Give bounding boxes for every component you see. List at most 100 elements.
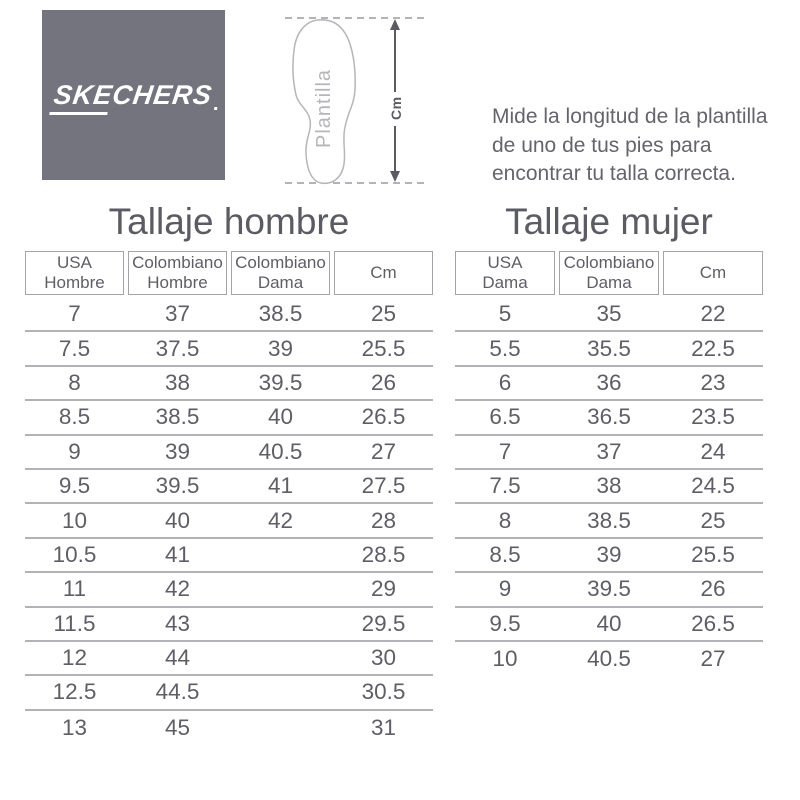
table-row: 7 37 38.5 25 xyxy=(25,298,433,333)
table-cell: 27 xyxy=(700,646,726,672)
cm-label: Cm xyxy=(388,96,404,120)
table-cell: 24.5 xyxy=(691,473,735,499)
instruction-line: Mide la longitud de la plantilla xyxy=(492,105,768,128)
table-row: 11.5 43 29.5 xyxy=(25,608,433,642)
table-cell: 22.5 xyxy=(691,335,735,361)
table-cell: 44 xyxy=(164,645,191,671)
table-cell: 9 xyxy=(498,576,512,602)
table-cell: 5 xyxy=(498,301,512,327)
skechers-wordmark: SKECHERS xyxy=(52,79,215,110)
table-cell: 10 xyxy=(61,507,88,533)
table-row: 6 36 23 xyxy=(455,367,763,402)
table-row: 5.5 35.5 22.5 xyxy=(455,332,763,367)
table-cell: 25.5 xyxy=(691,541,735,567)
table-cell: 23 xyxy=(700,369,726,395)
table-cell: 40 xyxy=(596,610,622,636)
table-cell: 35.5 xyxy=(587,335,631,361)
women-size-section: Tallaje mujer USA Dama Colombiano Dama Cm 5 35… xyxy=(455,200,763,676)
table-cell: 8 xyxy=(68,369,81,395)
table-row: 7.5 37.5 39 25.5 xyxy=(25,332,433,367)
table-cell: 39.5 xyxy=(155,473,200,499)
table-row: 10 40 42 28 xyxy=(25,504,433,539)
table-cell: 36 xyxy=(596,369,622,395)
table-cell: 7 xyxy=(68,301,81,327)
table-cell: 45 xyxy=(164,714,191,740)
instruction-line: encontrar tu talla correcta. xyxy=(492,162,736,185)
table-row: 9.5 40 26.5 xyxy=(455,608,763,642)
column-header: Cm xyxy=(334,251,433,295)
table-cell: 6.5 xyxy=(489,404,521,430)
table-cell: 10.5 xyxy=(52,541,97,567)
table-cell: 38 xyxy=(164,369,191,395)
cm-label-backdrop xyxy=(383,92,407,126)
table-cell: 40.5 xyxy=(258,438,303,464)
table-cell: 25.5 xyxy=(361,335,406,361)
table-cell: 29 xyxy=(370,576,397,602)
table-cell: 7.5 xyxy=(489,473,521,499)
table-cell: 29.5 xyxy=(361,610,406,636)
table-cell: 42 xyxy=(267,507,294,533)
table-cell: 39 xyxy=(164,438,191,464)
table-row: 12 44 30 xyxy=(25,642,433,677)
table-cell: 10 xyxy=(492,646,518,672)
table-cell: 38 xyxy=(596,473,622,499)
table-cell: 25 xyxy=(700,507,726,533)
table-cell: 40 xyxy=(267,404,294,430)
table-cell: 26.5 xyxy=(361,404,406,430)
table-cell: 11 xyxy=(62,576,87,602)
table-row: 10.5 41 28.5 xyxy=(25,539,433,574)
skechers-logo: SKECHERS xyxy=(42,10,225,180)
table-cell: 5.5 xyxy=(489,335,521,361)
table-cell: 38.5 xyxy=(258,301,303,327)
table-cell: 30 xyxy=(370,645,397,671)
column-header: Cm xyxy=(663,251,763,295)
table-cell: 39.5 xyxy=(587,576,631,602)
table-row: 8.5 38.5 40 26.5 xyxy=(25,401,433,436)
table-cell: 9 xyxy=(68,438,81,464)
table-row: 5 35 22 xyxy=(455,298,763,333)
table-cell: 28.5 xyxy=(361,541,406,567)
table-cell: 11.5 xyxy=(53,610,96,636)
table-cell: 44.5 xyxy=(155,679,200,705)
column-header: USA Hombre xyxy=(25,251,124,295)
table-cell: 37 xyxy=(164,301,191,327)
insole-measure-diagram: Plantilla Cm xyxy=(285,17,425,185)
table-cell: 25 xyxy=(370,301,397,327)
table-row: 8 38.5 25 xyxy=(455,504,763,539)
table-cell: 41 xyxy=(267,473,294,499)
table-row: 8 38 39.5 26 xyxy=(25,367,433,402)
table-row: 8.5 39 25.5 xyxy=(455,539,763,574)
table-cell: 7 xyxy=(498,438,512,464)
table-cell: 9.5 xyxy=(489,610,521,636)
men-size-table: USA Hombre Colombiano Hombre Colombiano Dama C… xyxy=(25,251,433,745)
measure-instruction: Mide la longitud de la plantilla de uno … xyxy=(492,103,800,189)
men-table-title: Tallaje hombre xyxy=(108,201,350,242)
table-row: 9 39.5 26 xyxy=(455,573,763,608)
table-row: 7.5 38 24.5 xyxy=(455,470,763,505)
table-cell: 39.5 xyxy=(258,369,303,395)
table-cell: 23.5 xyxy=(691,404,735,430)
insole-label: Plantilla xyxy=(313,69,335,148)
arrowhead-top xyxy=(390,19,400,30)
table-row: 6.5 36.5 23.5 xyxy=(455,401,763,436)
table-cell: 26.5 xyxy=(691,610,735,636)
column-header: USA Dama xyxy=(455,251,555,295)
table-cell: 42 xyxy=(164,576,191,602)
table-cell: 24 xyxy=(700,438,726,464)
insole-outline xyxy=(292,19,356,185)
table-cell: 41 xyxy=(164,541,191,567)
table-cell: 38.5 xyxy=(587,507,631,533)
table-cell: 31 xyxy=(370,714,397,740)
table-cell: 36.5 xyxy=(587,404,631,430)
table-row: 10 40.5 27 xyxy=(455,642,763,676)
table-cell: 39 xyxy=(267,335,294,361)
table-cell: 13 xyxy=(61,714,88,740)
arrowhead-bottom xyxy=(390,171,400,182)
table-cell: 27 xyxy=(370,438,397,464)
table-cell: 26 xyxy=(370,369,397,395)
table-row: 7 37 24 xyxy=(455,436,763,470)
table-cell: 38.5 xyxy=(155,404,200,430)
table-cell: 28 xyxy=(370,507,397,533)
table-cell: 43 xyxy=(164,610,191,636)
